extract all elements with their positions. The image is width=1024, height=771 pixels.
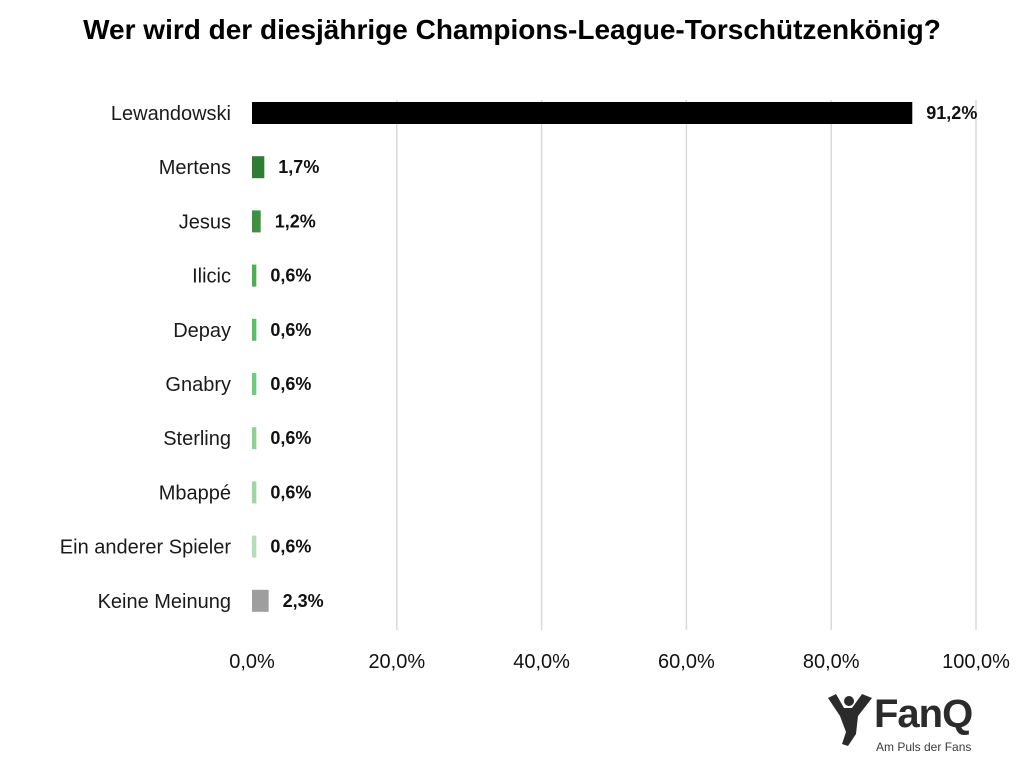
- category-label: Keine Meinung: [98, 591, 231, 613]
- x-tick-label: 0,0%: [229, 651, 275, 673]
- bar: [252, 264, 257, 287]
- category-label: Lewandowski: [111, 103, 231, 125]
- value-label: 0,6%: [270, 428, 311, 448]
- bar: [252, 481, 257, 504]
- bar: [252, 102, 913, 124]
- value-label: 0,6%: [270, 482, 311, 502]
- category-label: Depay: [173, 320, 231, 342]
- value-label: 91,2%: [926, 103, 977, 123]
- x-tick-label: 20,0%: [368, 651, 425, 673]
- chart-title: Wer wird der diesjährige Champions-Leagu…: [83, 14, 941, 45]
- bar: [252, 589, 269, 612]
- x-tick-label: 80,0%: [803, 651, 860, 673]
- value-label: 1,2%: [275, 211, 316, 231]
- logo-wordmark: FanQ: [874, 692, 973, 736]
- gridlines: [396, 100, 977, 630]
- value-label: 0,6%: [270, 266, 311, 286]
- x-tick-label: 100,0%: [942, 651, 1010, 673]
- bars: [252, 102, 913, 612]
- bar: [252, 373, 257, 395]
- fanq-logo: FanQ Am Puls der Fans: [822, 690, 1002, 760]
- logo-tagline: Am Puls der Fans: [876, 740, 972, 754]
- bar: [252, 156, 265, 179]
- value-label: 1,7%: [278, 157, 319, 177]
- value-label: 0,6%: [270, 374, 311, 394]
- value-labels: 91,2% 1,7% 1,2% 0,6% 0,6% 0,6% 0,6% 0,6% 0,6% 2,3…: [270, 103, 977, 611]
- x-tick-label: 40,0%: [513, 651, 570, 673]
- category-label: Mertens: [159, 157, 231, 179]
- x-axis-ticks: 0,0% 20,0% 40,0% 60,0% 80,0% 100,0%: [229, 651, 1010, 673]
- value-label: 0,6%: [270, 320, 311, 340]
- bar: [252, 210, 261, 233]
- category-label: Ein anderer Spieler: [60, 537, 232, 559]
- category-labels: Lewandowski Mertens Jesus Ilicic Depay Gnabry…: [60, 103, 232, 613]
- value-label: 0,6%: [270, 537, 311, 557]
- category-label: Sterling: [163, 428, 231, 450]
- x-tick-label: 60,0%: [658, 651, 715, 673]
- cheering-fan-icon: [828, 694, 872, 746]
- category-label: Jesus: [179, 211, 231, 233]
- category-label: Mbappé: [159, 482, 231, 504]
- bar: [252, 535, 257, 558]
- category-label: Ilicic: [192, 266, 231, 288]
- category-label: Gnabry: [165, 374, 231, 396]
- value-label: 2,3%: [283, 591, 324, 611]
- bar: [252, 427, 257, 450]
- bar: [252, 318, 257, 341]
